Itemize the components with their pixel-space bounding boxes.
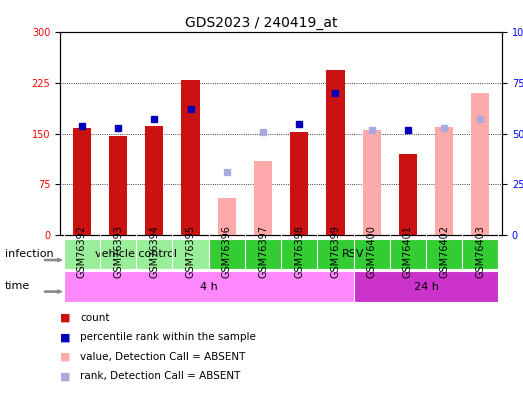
Text: GSM76402: GSM76402 [439, 226, 449, 278]
Bar [181, 80, 200, 235]
Text: GSM76400: GSM76400 [367, 226, 377, 278]
Text: GSM76398: GSM76398 [294, 226, 304, 278]
Bar [145, 126, 163, 235]
Bar [435, 127, 453, 235]
Text: GSM76401: GSM76401 [403, 226, 413, 278]
Bar [362, 130, 381, 235]
Text: 24 h: 24 h [414, 281, 438, 292]
Text: vehicle control: vehicle control [95, 249, 177, 259]
Text: rank, Detection Call = ABSENT: rank, Detection Call = ABSENT [80, 371, 241, 381]
Bar [254, 161, 272, 235]
Text: ■: ■ [60, 313, 71, 323]
Text: GSM76397: GSM76397 [258, 226, 268, 278]
Text: time: time [5, 281, 30, 291]
Text: GSM76403: GSM76403 [475, 226, 485, 278]
Bar [73, 128, 91, 235]
Text: 4 h: 4 h [200, 281, 218, 292]
Text: value, Detection Call = ABSENT: value, Detection Call = ABSENT [80, 352, 245, 362]
Bar [326, 70, 345, 235]
Text: ■: ■ [60, 371, 71, 381]
Text: GDS2023 / 240419_at: GDS2023 / 240419_at [185, 16, 338, 30]
Text: count: count [80, 313, 109, 323]
Text: ■: ■ [60, 352, 71, 362]
Text: RSV: RSV [343, 249, 365, 259]
Text: infection: infection [5, 249, 54, 259]
Bar [64, 239, 209, 269]
Bar [290, 132, 308, 235]
Bar [354, 271, 498, 302]
Text: GSM76399: GSM76399 [331, 226, 340, 278]
Text: ■: ■ [60, 333, 71, 342]
Bar [218, 198, 236, 235]
Text: GSM76392: GSM76392 [77, 226, 87, 278]
Bar [64, 271, 354, 302]
Text: GSM76394: GSM76394 [150, 226, 160, 278]
Bar [471, 93, 490, 235]
Text: percentile rank within the sample: percentile rank within the sample [80, 333, 256, 342]
Text: GSM76395: GSM76395 [186, 226, 196, 278]
Bar [209, 239, 498, 269]
Bar [399, 154, 417, 235]
Bar [109, 136, 127, 235]
Text: GSM76396: GSM76396 [222, 226, 232, 278]
Text: GSM76393: GSM76393 [113, 226, 123, 278]
